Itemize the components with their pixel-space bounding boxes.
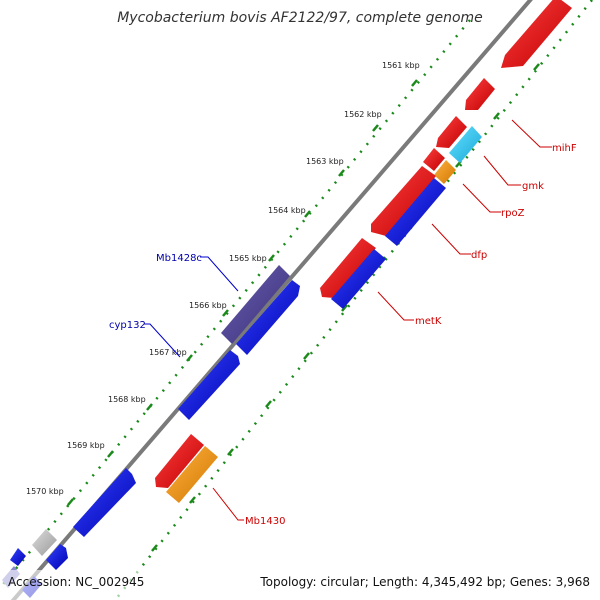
gene-arrow[interactable] [46, 544, 68, 570]
tick-label: 1570 kbp [26, 487, 64, 496]
footer-backdrop [0, 570, 600, 600]
gene-arrow[interactable] [178, 350, 240, 420]
reverse-gene-track [2, 265, 300, 598]
tick-label: 1568 kbp [108, 395, 146, 404]
gene-arrow[interactable] [434, 160, 456, 184]
tick-label: 1562 kbp [344, 110, 382, 119]
gene-arrow[interactable] [320, 238, 376, 298]
gene-arrow[interactable] [221, 265, 290, 344]
genome-summary-text: Topology: circular; Length: 4,345,492 bp… [259, 575, 590, 589]
inner-scale-track [0, 19, 471, 590]
outer-scale-track [113, 0, 593, 600]
gene-arrow[interactable] [155, 434, 204, 488]
forward-gene-track [155, 0, 572, 503]
gene-arrow[interactable] [331, 249, 386, 309]
tick-label: 1566 kbp [189, 301, 227, 310]
gene-arrow[interactable] [73, 468, 136, 537]
tick-label: 1561 kbp [382, 61, 420, 70]
gene-label-dfp: dfp [471, 250, 487, 261]
gene-arrow[interactable] [449, 126, 482, 163]
gene-label-mihF: mihF [552, 143, 577, 154]
tick-label: 1563 kbp [306, 157, 344, 166]
gene-arrow[interactable] [436, 116, 467, 148]
gene-arrow[interactable] [166, 446, 218, 503]
gene-arrow[interactable] [465, 78, 495, 110]
forward-label-leaders [212, 119, 552, 521]
gene-arrow[interactable] [371, 166, 436, 236]
gene-label-cyp132: cyp132 [109, 320, 146, 331]
reverse-label-leaders [144, 256, 239, 358]
gene-arrow[interactable] [501, 0, 572, 68]
gene-arrow[interactable] [10, 548, 26, 566]
gene-arrow[interactable] [236, 280, 300, 355]
tick-label: 1569 kbp [67, 441, 105, 450]
gene-arrow[interactable] [423, 148, 445, 171]
tick-label: 1565 kbp [229, 254, 267, 263]
gene-label-Mb1430: Mb1430 [245, 516, 285, 527]
gene-label-rpoZ: rpoZ [501, 208, 525, 219]
gene-arrow[interactable] [32, 529, 57, 556]
tick-label: 1564 kbp [268, 206, 306, 215]
gene-label-metK: metK [415, 316, 442, 327]
inner-major-ticks [67, 79, 418, 506]
accession-text: Accession: NC_002945 [8, 575, 144, 589]
tick-label: 1567 kbp [149, 348, 187, 357]
map-title: Mycobacterium bovis AF2122/97, complete … [117, 10, 483, 26]
gene-label-gmk: gmk [522, 181, 544, 192]
gene-arrow[interactable] [385, 178, 446, 246]
gene-label-Mb1428c: Mb1428c [156, 253, 202, 264]
